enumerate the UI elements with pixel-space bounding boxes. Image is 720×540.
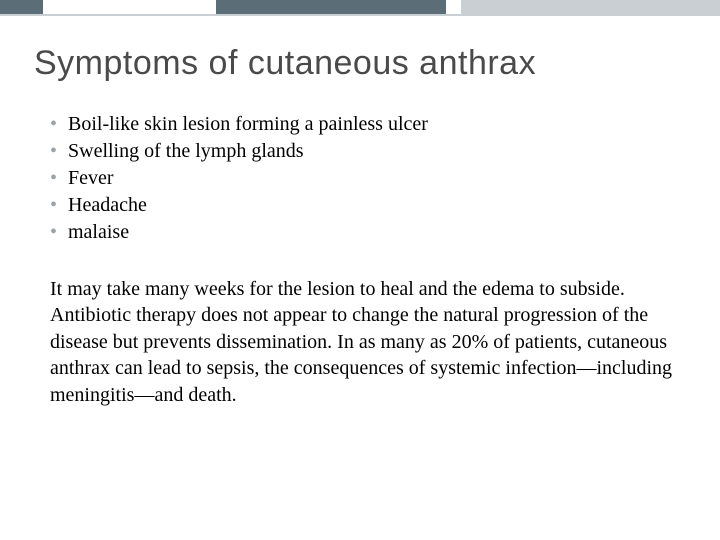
- border-segment: [446, 0, 460, 14]
- border-segment: [216, 0, 446, 14]
- symptom-list: Boil-like skin lesion forming a painless…: [0, 83, 720, 246]
- symptom-item: Boil-like skin lesion forming a painless…: [50, 111, 720, 138]
- symptom-item: Swelling of the lymph glands: [50, 138, 720, 165]
- border-segment: [461, 0, 720, 14]
- symptom-item: Headache: [50, 192, 720, 219]
- symptom-item: malaise: [50, 219, 720, 246]
- symptom-item: Fever: [50, 165, 720, 192]
- border-segment: [43, 0, 216, 14]
- body-paragraph: It may take many weeks for the lesion to…: [0, 246, 720, 408]
- slide-top-border: [0, 0, 720, 14]
- border-segment: [0, 0, 43, 14]
- slide-title: Symptoms of cutaneous anthrax: [0, 16, 720, 83]
